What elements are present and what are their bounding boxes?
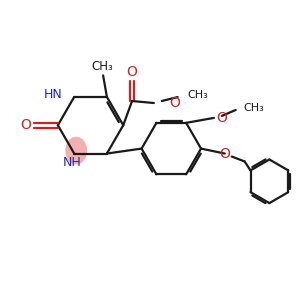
Text: CH₃: CH₃ [91,60,113,73]
Text: O: O [170,96,181,110]
Text: CH₃: CH₃ [188,90,208,100]
Text: O: O [21,118,32,132]
Text: O: O [216,111,227,125]
Ellipse shape [65,137,87,164]
Text: HN: HN [44,88,62,101]
Text: CH₃: CH₃ [244,103,264,113]
Text: O: O [127,65,137,79]
Text: NH: NH [63,156,82,169]
Text: O: O [219,146,230,161]
